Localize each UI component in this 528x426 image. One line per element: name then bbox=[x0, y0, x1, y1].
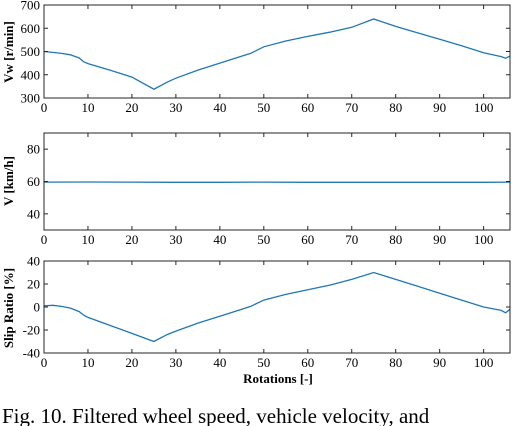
x-tick-label: 10 bbox=[81, 232, 94, 247]
y-tick-label: 0 bbox=[34, 300, 41, 315]
x-tick-label: 100 bbox=[474, 100, 494, 115]
x-tick-label: 10 bbox=[81, 100, 94, 115]
x-tick-label: 20 bbox=[125, 100, 138, 115]
x-tick-label: 70 bbox=[345, 100, 358, 115]
y-axis-label: V [km/h] bbox=[1, 156, 16, 206]
x-tick-label: 50 bbox=[257, 100, 270, 115]
x-tick-label: 0 bbox=[41, 355, 48, 370]
subplot-3: 0 10 20 30 40 50 60 70 80 90 100 -40 -20 0 20 40 Slip Ra… bbox=[1, 254, 511, 386]
x-tick-label: 80 bbox=[389, 100, 402, 115]
subplot-1: 0 10 20 30 40 50 60 70 80 90 100 300 400 500 600 700 Vw … bbox=[1, 0, 511, 115]
y-tick-label: 60 bbox=[27, 174, 40, 189]
x-tick-label: 60 bbox=[301, 355, 314, 370]
x-tick-label: 100 bbox=[474, 355, 494, 370]
x-tick-label: 30 bbox=[169, 232, 182, 247]
x-tick-label: 70 bbox=[345, 232, 358, 247]
x-tick-label: 50 bbox=[257, 232, 270, 247]
axes-frame bbox=[43, 4, 511, 99]
x-tick-label: 10 bbox=[81, 355, 94, 370]
x-tick-label: 90 bbox=[433, 355, 446, 370]
x-tick-label: 20 bbox=[125, 232, 138, 247]
x-tick-label: 70 bbox=[345, 355, 358, 370]
x-tick-label: 90 bbox=[433, 100, 446, 115]
x-tick-label: 60 bbox=[301, 100, 314, 115]
y-tick-label: 400 bbox=[21, 67, 41, 82]
x-tick-label: 0 bbox=[41, 232, 48, 247]
axes-frame bbox=[43, 260, 511, 354]
x-tick-label: 30 bbox=[169, 100, 182, 115]
x-tick-label: 0 bbox=[41, 100, 48, 115]
y-tick-label: 40 bbox=[27, 206, 40, 221]
y-tick-label: 500 bbox=[21, 44, 41, 59]
x-tick-label: 80 bbox=[389, 232, 402, 247]
y-tick-label: -40 bbox=[23, 346, 40, 361]
x-tick-label: 60 bbox=[301, 232, 314, 247]
x-axis-label: Rotations [-] bbox=[243, 371, 313, 386]
y-tick-label: 80 bbox=[27, 142, 40, 157]
x-tick-label: 40 bbox=[213, 232, 226, 247]
x-tick-label: 50 bbox=[257, 355, 270, 370]
series-line-1-1 bbox=[43, 18, 511, 90]
y-tick-label: 40 bbox=[27, 254, 40, 269]
y-tick-label: 300 bbox=[21, 91, 41, 106]
y-tick-label: 700 bbox=[21, 0, 41, 13]
x-tick-label: 20 bbox=[125, 355, 138, 370]
x-tick-label: 80 bbox=[389, 355, 402, 370]
y-tick-label: 20 bbox=[27, 277, 40, 292]
x-tick-label: 90 bbox=[433, 232, 446, 247]
figure: 0 10 20 30 40 50 60 70 80 90 100300400500600700Vw … bbox=[1, 0, 511, 386]
x-tick-label: 100 bbox=[474, 232, 494, 247]
y-axis-label: Slip Ratio [%] bbox=[1, 268, 16, 348]
series-line-3-1 bbox=[43, 271, 511, 343]
figure-caption: Fig. 10. Filtered wheel speed, vehicle v… bbox=[2, 404, 430, 426]
x-tick-label: 30 bbox=[169, 355, 182, 370]
y-tick-label: 600 bbox=[21, 21, 41, 36]
y-tick-label: -20 bbox=[23, 323, 40, 338]
y-axis-label: Vw [r/min] bbox=[1, 21, 16, 83]
subplot-2: 0 10 20 30 40 50 60 70 80 90 100 40 60 80 V [km/h] bbox=[1, 132, 511, 247]
x-tick-label: 40 bbox=[213, 100, 226, 115]
x-tick-label: 40 bbox=[213, 355, 226, 370]
